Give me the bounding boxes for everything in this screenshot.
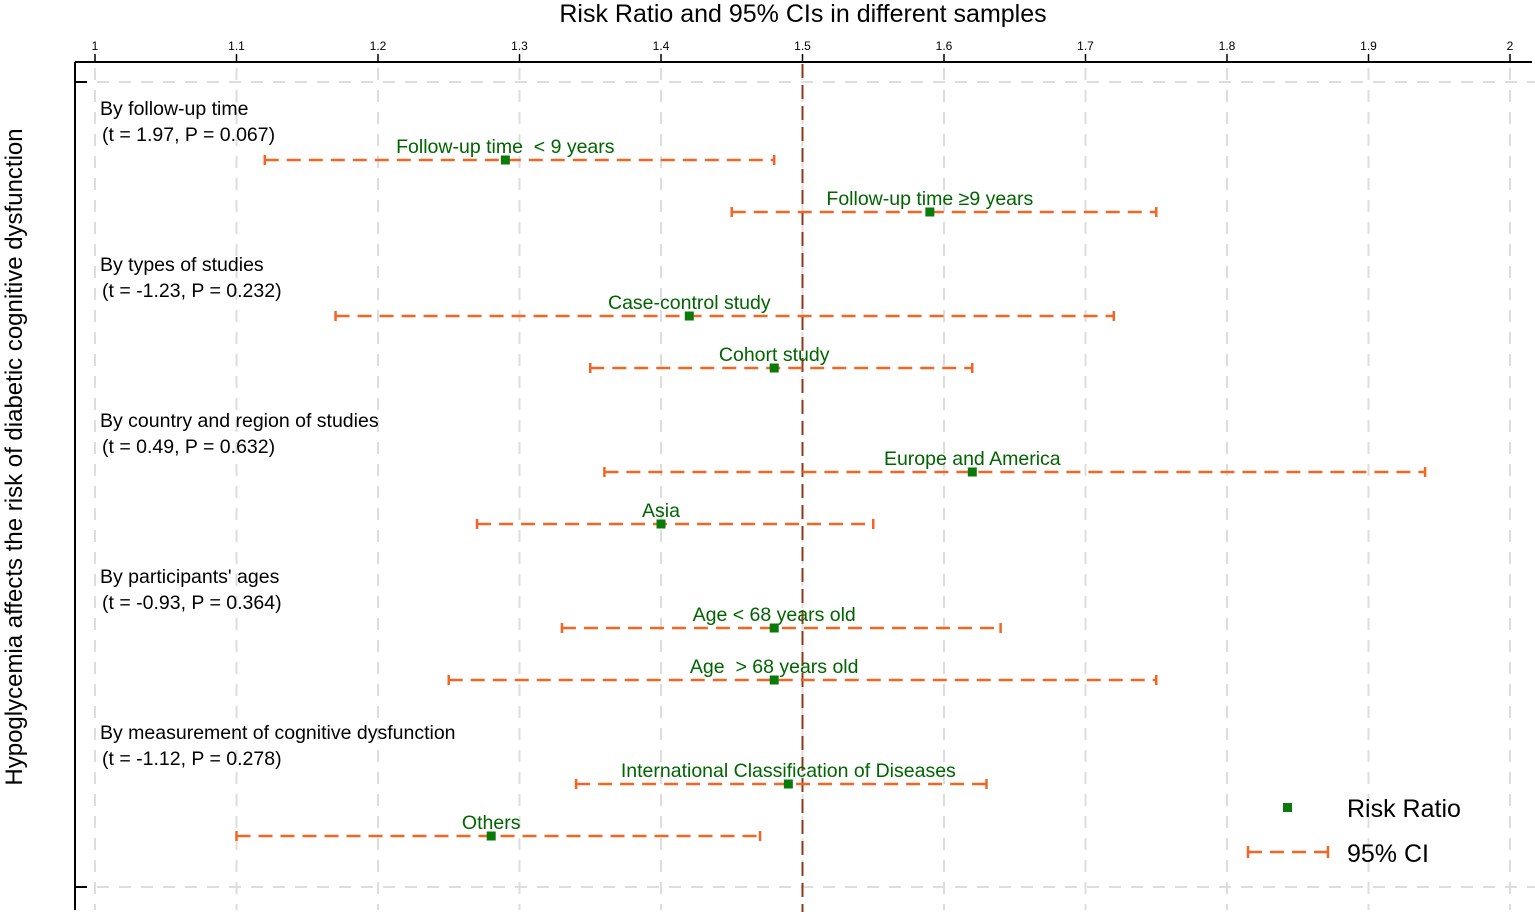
legend-label-ci: 95% CI xyxy=(1347,840,1429,868)
risk-ratio-point xyxy=(500,155,510,165)
point-label: Others xyxy=(462,812,521,834)
point-label: Age < 68 years old xyxy=(693,604,856,626)
point-label: Age > 68 years old xyxy=(690,656,859,678)
risk-ratio-point xyxy=(656,519,666,529)
legend-label-risk-ratio: Risk Ratio xyxy=(1347,795,1461,823)
group-title: By follow-up time xyxy=(100,98,248,120)
y-axis-label: Hypoglycemia affects the risk of diabeti… xyxy=(1,128,28,785)
risk-ratio-point xyxy=(769,623,779,633)
x-tick-label: 1.4 xyxy=(653,39,670,53)
group-stat: (t = 0.49, P = 0.632) xyxy=(102,436,275,458)
group-stat: (t = -1.12, P = 0.278) xyxy=(102,748,282,770)
risk-ratio-point xyxy=(783,779,793,789)
x-tick-label: 1.7 xyxy=(1077,39,1094,53)
grid-layer xyxy=(75,68,1535,910)
point-layer xyxy=(486,155,977,841)
group-stat: (t = 1.97, P = 0.067) xyxy=(102,124,275,146)
x-tick-label: 1.3 xyxy=(511,39,528,53)
risk-ratio-point xyxy=(925,207,935,217)
point-label: Cohort study xyxy=(719,344,830,366)
x-tick-label: 1.8 xyxy=(1219,39,1236,53)
x-tick-label: 1.1 xyxy=(228,39,245,53)
x-tick-label: 1.5 xyxy=(794,39,811,53)
group-stat: (t = -1.23, P = 0.232) xyxy=(102,280,282,302)
x-tick-label: 1 xyxy=(92,39,99,53)
group-title: By measurement of cognitive dysfunction xyxy=(100,722,456,744)
point-label: Follow-up time < 9 years xyxy=(396,136,615,158)
x-tick-label: 1.6 xyxy=(936,39,953,53)
x-tick-label: 2 xyxy=(1507,39,1514,53)
x-tick-label: 1.2 xyxy=(370,39,387,53)
label-layer: By follow-up time (t = 1.97, P = 0.067) Fo… xyxy=(100,98,1061,834)
risk-ratio-point xyxy=(684,311,694,321)
group-stat: (t = -0.93, P = 0.364) xyxy=(102,592,282,614)
group-title: By types of studies xyxy=(100,254,264,276)
point-label: Europe and America xyxy=(884,448,1061,470)
point-label: Asia xyxy=(642,500,680,522)
group-title: By country and region of studies xyxy=(100,410,379,432)
legend-marker-risk-ratio xyxy=(1283,803,1292,812)
axis-layer: 1 1.1 1.2 1.3 1.4 1.5 1.6 1.7 1.8 1.9 2 xyxy=(74,39,1532,910)
x-tick-label: 1.9 xyxy=(1360,39,1377,53)
point-label: Follow-up time ≥9 years xyxy=(826,188,1033,210)
ci-layer xyxy=(235,155,1427,841)
chart-title: Risk Ratio and 95% CIs in different samp… xyxy=(559,0,1046,28)
point-label: Case-control study xyxy=(608,292,771,314)
risk-ratio-point xyxy=(486,831,496,841)
point-label: International Classification of Diseases xyxy=(621,760,956,782)
legend: Risk Ratio 95% CI xyxy=(1246,795,1461,868)
risk-ratio-point xyxy=(967,467,977,477)
group-title: By participants' ages xyxy=(100,566,280,588)
risk-ratio-point xyxy=(769,363,779,373)
risk-ratio-point xyxy=(769,675,779,685)
